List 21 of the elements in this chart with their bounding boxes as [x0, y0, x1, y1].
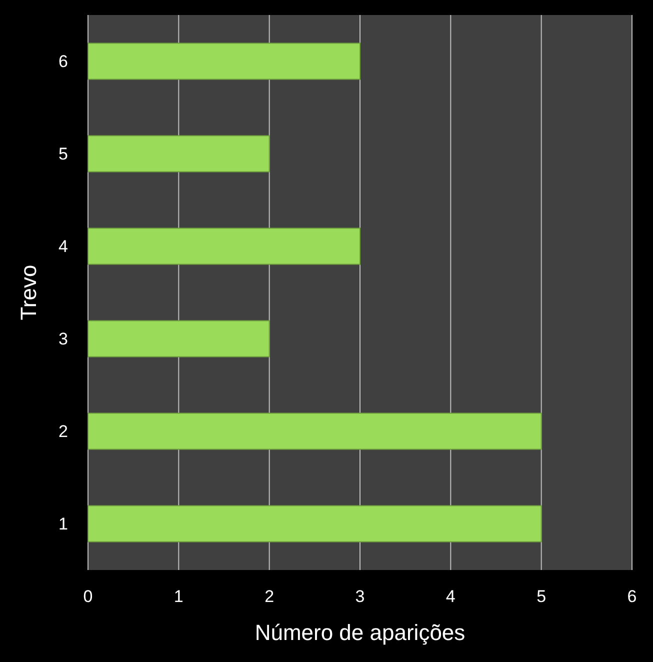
bar — [88, 320, 270, 358]
bar — [88, 228, 360, 265]
x-tick-label: 4 — [446, 587, 456, 606]
x-tick-label: 3 — [355, 587, 365, 606]
y-tick-label: 2 — [58, 422, 68, 442]
y-tick-label: 5 — [58, 144, 68, 164]
bar — [88, 505, 542, 542]
bar — [88, 412, 542, 450]
y-tick-label: 6 — [58, 52, 68, 72]
y-tick-label: 1 — [58, 514, 68, 534]
x-tick-label: 0 — [83, 587, 93, 606]
bar — [88, 42, 360, 80]
x-tick-label: 5 — [536, 587, 546, 606]
bar — [88, 135, 270, 172]
x-tick-label: 1 — [174, 587, 184, 606]
y-tick-label: 4 — [58, 237, 68, 256]
y-tick-label: 3 — [58, 330, 68, 349]
x-tick-label: 6 — [627, 587, 637, 606]
y-axis-title: Trevo — [16, 264, 41, 320]
x-tick-label: 2 — [264, 587, 274, 606]
x-axis-title: Número de aparições — [254, 620, 466, 645]
